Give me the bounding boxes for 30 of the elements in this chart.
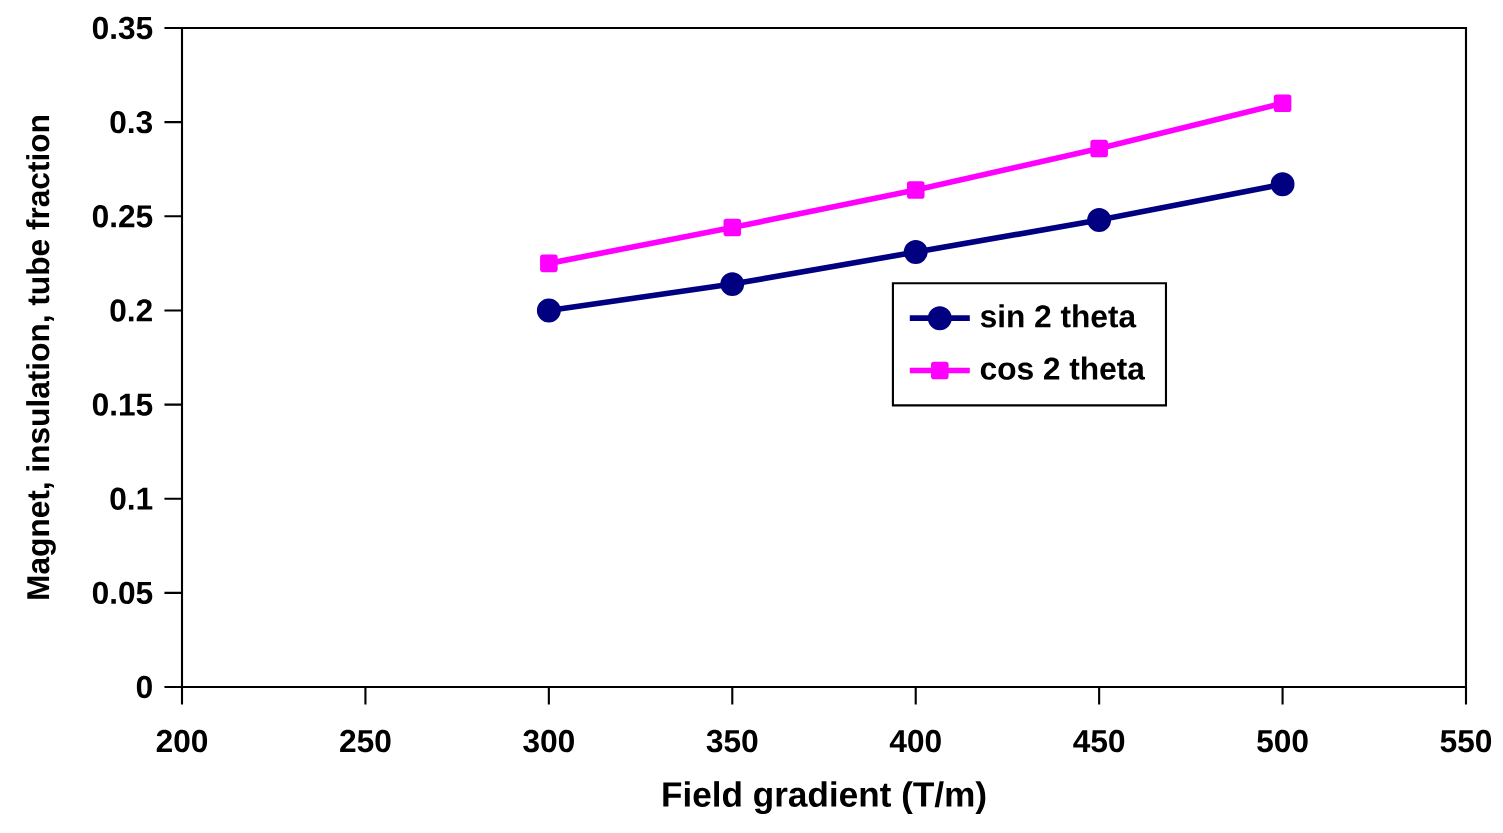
- y-tick-label: 0.3: [110, 110, 153, 134]
- x-tick-label: 450: [1073, 729, 1125, 753]
- point: [1270, 172, 1295, 197]
- point: [906, 181, 925, 199]
- x-tick-label: 200: [156, 729, 208, 753]
- y-tick-label: 0.1: [110, 487, 153, 510]
- point: [720, 272, 745, 297]
- x-tick-label: 550: [1440, 729, 1492, 753]
- y-tick-label: 0.15: [92, 393, 153, 416]
- point: [1087, 208, 1112, 232]
- point: [536, 298, 561, 323]
- legend-label: cos 2 theta: [980, 356, 1146, 380]
- x-tick-label: 300: [523, 729, 574, 753]
- x-tick-label: 400: [889, 729, 941, 753]
- point: [1273, 94, 1292, 113]
- point: [540, 254, 558, 273]
- y-tick-label: 0: [136, 675, 152, 699]
- x-tick-label: 500: [1257, 729, 1308, 753]
- x-axis-title: Field gradient (T/m): [663, 781, 986, 815]
- y-axis-title: Magnet, insulation, tube fraction: [26, 116, 56, 599]
- x-tick-label: 250: [340, 729, 391, 753]
- point: [723, 218, 742, 237]
- x-tick-label: 350: [706, 729, 758, 753]
- y-tick-label: 0.05: [92, 581, 153, 605]
- legend-label: sin 2 theta: [980, 304, 1137, 328]
- y-tick-label: 0.25: [92, 205, 153, 228]
- y-tick-label: 0.35: [92, 16, 153, 40]
- point: [903, 240, 928, 265]
- point: [1090, 139, 1108, 158]
- y-tick-label: 0.2: [110, 299, 152, 322]
